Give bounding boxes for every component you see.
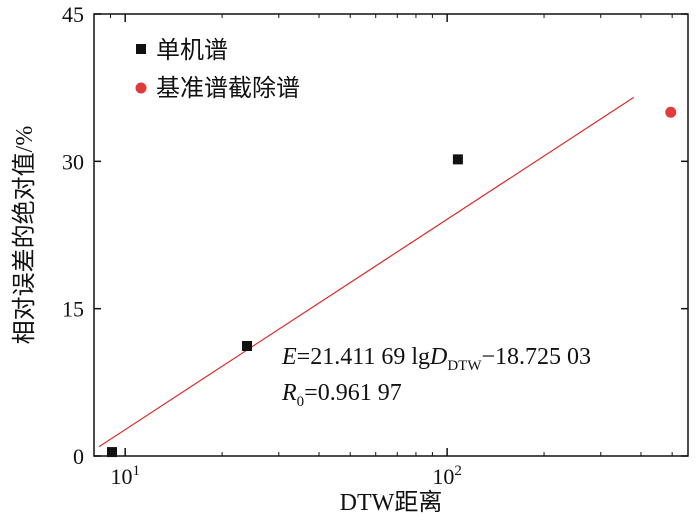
y-tick-label-3: 45 <box>62 2 84 27</box>
plot-frame <box>93 13 689 457</box>
data-point-s2-1 <box>665 106 677 118</box>
fit-line <box>98 96 635 448</box>
y-tick-label-1: 15 <box>62 297 84 322</box>
legend: 单机谱 基准谱截除谱 <box>135 37 300 102</box>
legend-label-series-1: 单机谱 <box>156 37 228 64</box>
data-point-s1-2 <box>242 340 253 351</box>
y-axis-label: 相对误差的绝对值/% <box>11 126 38 345</box>
x-axis-label: DTW距离 <box>340 489 443 516</box>
x-tick-label-0: 101 <box>110 463 140 489</box>
y-tick-label-2: 30 <box>62 149 84 174</box>
x-tick-label-1: 102 <box>432 463 462 489</box>
fit-line-group <box>98 96 635 448</box>
y-tick-label-0: 0 <box>73 444 84 469</box>
data-point-s1-1 <box>107 447 118 458</box>
legend-label-series-2: 基准谱截除谱 <box>156 75 300 102</box>
data-points <box>107 106 677 458</box>
legend-marker-series-1 <box>136 44 146 54</box>
correlation-coefficient: R0=0.961 97 <box>281 380 402 410</box>
fit-equation: E=21.411 69 lgDDTW−18.725 03 <box>281 344 591 374</box>
data-point-s1-3 <box>452 154 463 165</box>
legend-marker-series-2 <box>135 82 147 94</box>
